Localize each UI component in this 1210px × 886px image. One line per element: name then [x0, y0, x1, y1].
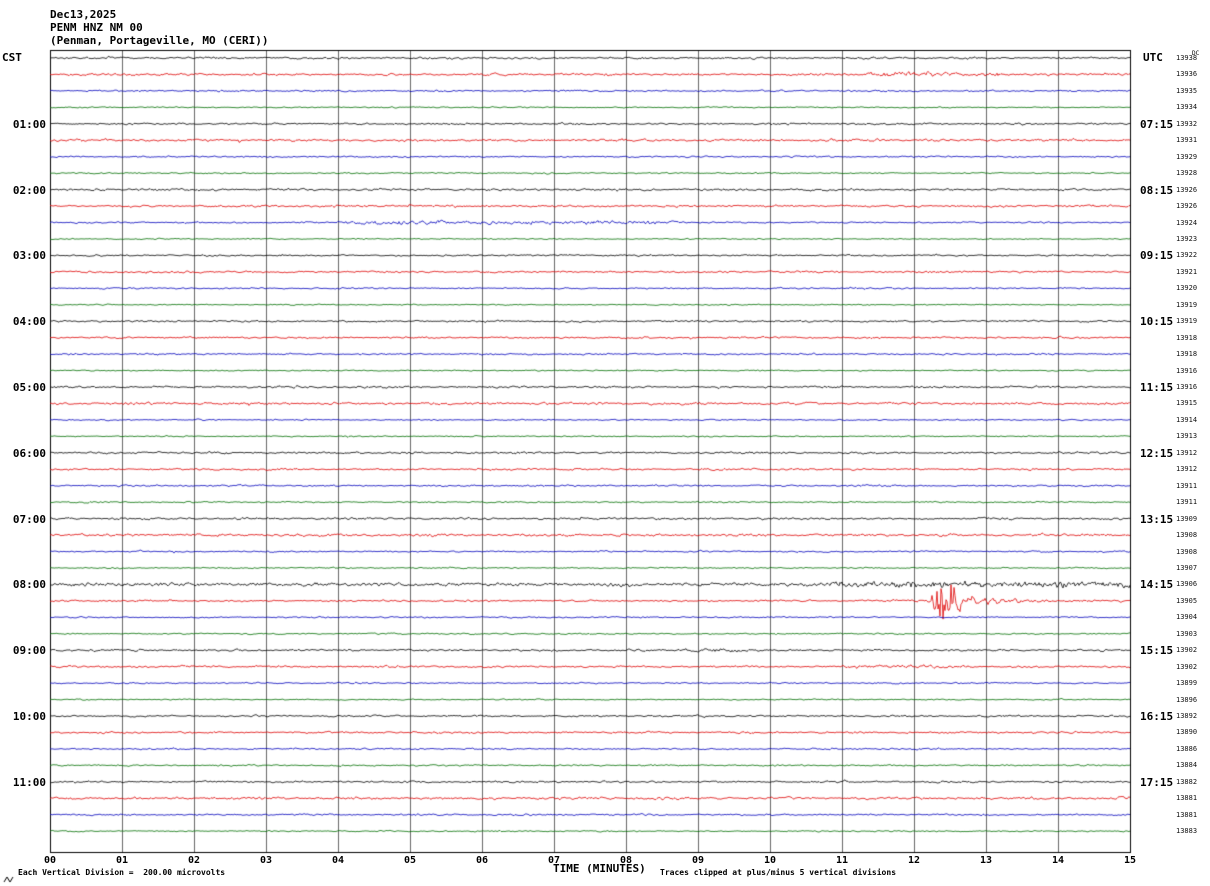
trace-counter: 13903: [1176, 629, 1198, 638]
trace-counter: 13936: [1176, 70, 1198, 79]
trace-counter: 13911: [1176, 498, 1198, 507]
x-axis-title: TIME (MINUTES): [553, 862, 646, 875]
utc-hour-label: 07:15: [1140, 117, 1174, 131]
x-tick-label: 13: [979, 855, 993, 866]
utc-hour-label: 13:15: [1140, 512, 1174, 526]
trace-counter: 13884: [1176, 761, 1198, 770]
cst-hour-label: 03:00: [12, 249, 46, 263]
cst-hour-label: 02:00: [12, 183, 46, 197]
cst-hour-label: 01:00: [12, 117, 46, 131]
utc-hour-label: 12:15: [1140, 446, 1174, 460]
trace-counter: 13918: [1176, 333, 1198, 342]
utc-hour-label: 17:15: [1140, 775, 1174, 789]
utc-hour-label: 15:15: [1140, 644, 1174, 658]
utc-hour-label: 10:15: [1140, 315, 1174, 329]
trace-counter: 13919: [1176, 317, 1198, 326]
cst-hour-label: 05:00: [12, 381, 46, 394]
trace-counter: 13931: [1176, 136, 1198, 145]
trace-counter: 13920: [1176, 284, 1198, 293]
cst-hour-label: 10:00: [12, 710, 46, 723]
x-tick-label: 11: [835, 855, 849, 866]
trace-counter: 13902: [1176, 646, 1198, 655]
x-tick-label: 06: [475, 855, 489, 866]
left-axis-header: CST: [2, 51, 22, 64]
trace-counter: 13919: [1176, 300, 1198, 309]
cst-hour-label: 06:00: [12, 446, 46, 460]
trace-counter: 13912: [1176, 448, 1198, 457]
x-tick-label: 00: [43, 855, 57, 866]
trace-counter: 13892: [1176, 712, 1198, 720]
trace-counter: 13924: [1176, 218, 1198, 227]
trace-counter: 13909: [1176, 514, 1198, 523]
trace-counter: 13902: [1176, 662, 1198, 671]
trace-counter: 13913: [1176, 432, 1198, 441]
x-tick-label: 02: [187, 855, 201, 866]
trace-counter: 13923: [1176, 234, 1198, 243]
utc-hour-label: 16:15: [1140, 710, 1174, 723]
trace-counter: 13918: [1176, 350, 1198, 359]
trace-counter: 13882: [1176, 777, 1198, 786]
trace-counter: 13938: [1176, 54, 1198, 62]
x-tick-label: 14: [1051, 855, 1065, 866]
trace-counter: 13881: [1176, 810, 1198, 819]
footer-scale-note: Each Vertical Division = 200.00 microvol…: [18, 868, 226, 877]
cst-hour-label: 09:00: [12, 644, 46, 658]
trace-counter: 13896: [1176, 695, 1198, 704]
utc-hour-label: 14:15: [1140, 578, 1174, 592]
title-station: PENM HNZ NM 00: [50, 21, 143, 34]
trace-counter: 13914: [1176, 415, 1198, 424]
counter-column-header: DC: [1192, 50, 1200, 57]
cst-hour-label: 11:00: [12, 775, 46, 789]
trace-counter: 13921: [1176, 267, 1198, 276]
trace-counter: 13899: [1176, 679, 1198, 688]
x-tick-label: 15: [1123, 855, 1137, 866]
trace-counter: 13935: [1176, 86, 1198, 95]
trace-counter: 13908: [1176, 547, 1198, 556]
trace-counter: 13934: [1176, 103, 1198, 112]
trace-counter: 13883: [1176, 827, 1198, 836]
trace-counter: 13922: [1176, 251, 1198, 260]
cst-hour-label: 04:00: [12, 315, 46, 329]
trace-counter: 13916: [1176, 383, 1198, 391]
trace-counter: 13926: [1176, 202, 1198, 211]
trace-counter: 13904: [1176, 613, 1198, 622]
x-tick-label: 09: [691, 855, 705, 866]
trace-counter: 13928: [1176, 169, 1198, 178]
trace-counter: 13886: [1176, 744, 1198, 753]
x-tick-label: 01: [115, 855, 129, 866]
trace-counter: 13926: [1176, 185, 1198, 194]
x-tick-label: 07: [547, 855, 561, 866]
trace-counter: 13890: [1176, 728, 1198, 737]
trace-counter: 13929: [1176, 152, 1198, 161]
cst-hour-label: 08:00: [12, 578, 46, 592]
x-tick-label: 03: [259, 855, 273, 866]
x-tick-label: 05: [403, 855, 417, 866]
x-tick-label: 10: [763, 855, 777, 866]
trace-counter: 13932: [1176, 119, 1198, 128]
trace-counter: 13908: [1176, 531, 1198, 540]
trace-counter: 13912: [1176, 465, 1198, 474]
trace-counter: 13907: [1176, 563, 1198, 572]
x-tick-label: 08: [619, 855, 633, 866]
title-date: Dec13,2025: [50, 8, 117, 21]
x-tick-label: 12: [907, 855, 921, 866]
trace-counter: 13915: [1176, 399, 1198, 408]
cst-hour-label: 07:00: [12, 512, 46, 526]
title-location: (Penman, Portageville, MO (CERI)): [50, 34, 269, 47]
utc-hour-label: 08:15: [1140, 183, 1174, 197]
trace-counter: 13916: [1176, 366, 1198, 375]
trace-counter: 13906: [1176, 580, 1198, 589]
trace-counter: 13911: [1176, 481, 1198, 490]
right-axis-header: UTC: [1143, 51, 1163, 64]
trace-counter: 13905: [1176, 596, 1198, 605]
footer-clip-note: Traces clipped at plus/minus 5 vertical …: [660, 868, 897, 877]
utc-hour-label: 11:15: [1140, 381, 1174, 394]
x-tick-label: 04: [331, 855, 345, 866]
utc-hour-label: 09:15: [1140, 249, 1174, 263]
trace-counter: 13881: [1176, 794, 1198, 803]
